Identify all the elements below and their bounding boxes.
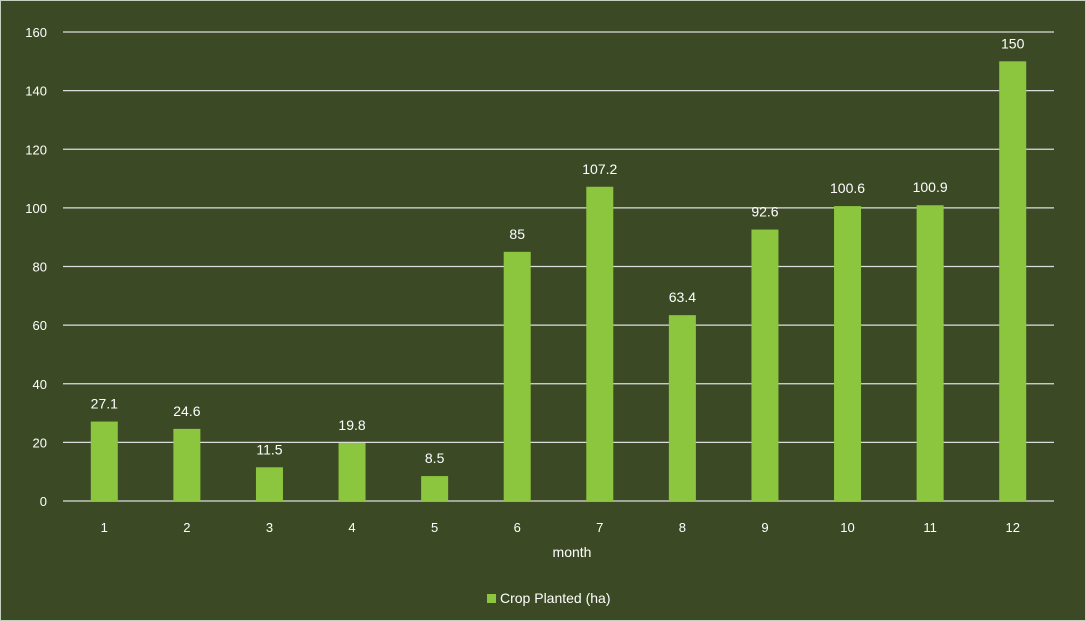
x-tick-label: 3 [266, 520, 273, 535]
data-label-month-10: 100.6 [830, 180, 865, 196]
bar-month-1 [90, 421, 118, 501]
bar-month-11 [916, 205, 944, 501]
x-tick-label: 6 [514, 520, 521, 535]
bar-month-8 [668, 315, 696, 501]
bar-month-2 [173, 428, 201, 501]
data-label-month-1: 27.1 [91, 396, 118, 412]
data-label-month-11: 100.9 [913, 179, 948, 195]
data-label-month-6: 85 [509, 226, 525, 242]
x-tick-label: 2 [183, 520, 190, 535]
x-tick-label: 8 [679, 520, 686, 535]
x-tick-label: 4 [348, 520, 355, 535]
gridlines [63, 31, 1054, 502]
data-label-month-12: 150 [1001, 35, 1025, 51]
data-label-month-9: 92.6 [751, 204, 778, 220]
legend-swatch [487, 594, 496, 603]
x-tick-label: 10 [840, 520, 854, 535]
y-tick-label: 120 [25, 142, 47, 157]
y-tick-label: 20 [33, 435, 47, 450]
x-axis-ticks: 1 2 3 4 5 6 7 8 9 10 11 12 [101, 520, 1020, 535]
x-tick-label: 5 [431, 520, 438, 535]
y-tick-label: 80 [33, 260, 47, 275]
data-label-month-7: 107.2 [582, 161, 617, 177]
y-tick-label: 160 [25, 25, 47, 40]
data-label-month-2: 24.6 [173, 403, 200, 419]
bar-month-12 [999, 61, 1027, 501]
y-tick-label: 40 [33, 377, 47, 392]
y-axis-ticks: 0 20 40 60 80 100 120 140 160 [25, 25, 47, 509]
x-tick-label: 7 [596, 520, 603, 535]
y-tick-label: 140 [25, 84, 47, 99]
bars [90, 61, 1027, 501]
y-tick-label: 0 [40, 494, 47, 509]
bar-month-6 [503, 251, 531, 501]
bar-month-9 [751, 229, 779, 501]
bar-month-3 [255, 467, 283, 501]
data-label-month-5: 8.5 [425, 450, 445, 466]
x-tick-label: 12 [1005, 520, 1019, 535]
legend: Crop Planted (ha) [487, 590, 611, 606]
x-tick-label: 11 [923, 520, 937, 535]
bar-month-5 [421, 476, 449, 501]
data-label-month-8: 63.4 [669, 289, 696, 305]
x-tick-label: 1 [101, 520, 108, 535]
data-labels: 27.1 24.6 11.5 19.8 8.5 85 107.2 63.4 92.6 100.6 1… [91, 35, 1025, 466]
y-tick-label: 60 [33, 318, 47, 333]
x-tick-label: 9 [761, 520, 768, 535]
data-label-month-4: 19.8 [338, 417, 365, 433]
data-label-month-3: 11.5 [256, 441, 282, 457]
legend-label: Crop Planted (ha) [500, 590, 611, 606]
bar-month-4 [338, 442, 366, 501]
bar-month-10 [834, 206, 862, 501]
y-tick-label: 100 [25, 201, 47, 216]
bar-month-7 [586, 186, 614, 501]
x-axis-title: month [553, 544, 592, 560]
